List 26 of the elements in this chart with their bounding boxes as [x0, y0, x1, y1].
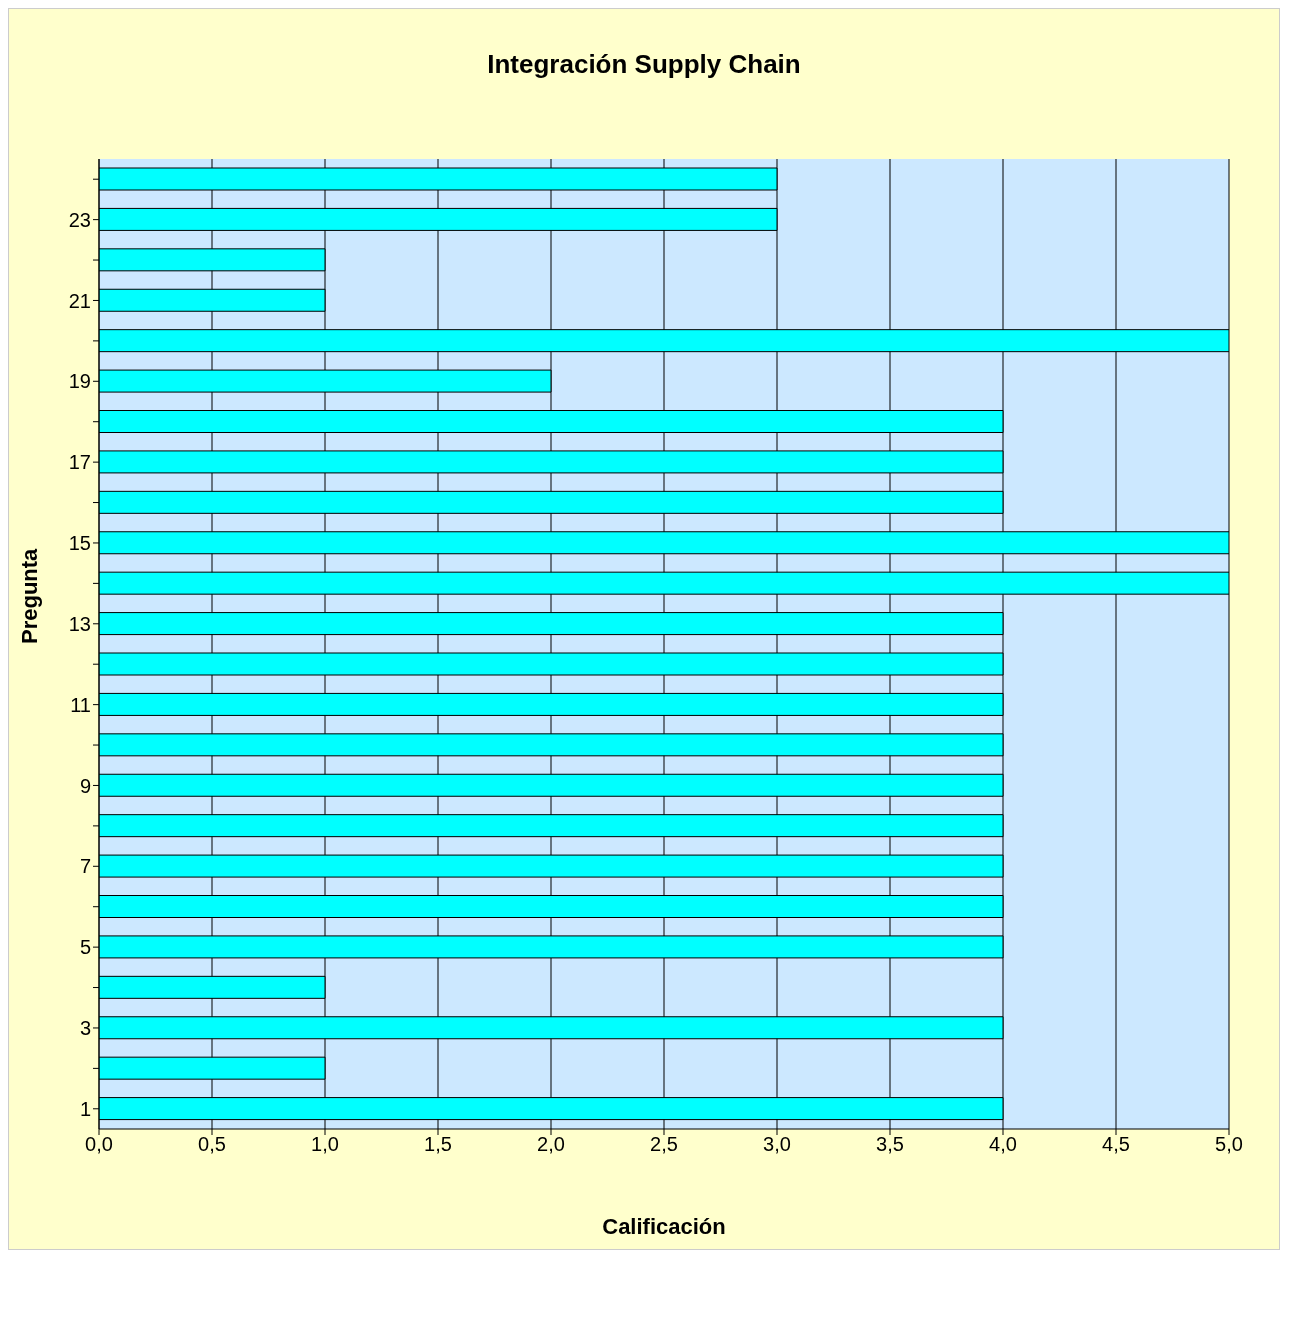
y-tick-label: 15: [68, 532, 91, 555]
y-tick-label: 5: [79, 936, 91, 959]
y-tick-label: 3: [79, 1017, 91, 1040]
x-axis-title: Calificación: [602, 1214, 726, 1239]
x-tick-label: 1,5: [424, 1133, 452, 1156]
y-tick-label: 17: [68, 451, 91, 474]
x-tick-label: 0,5: [198, 1133, 226, 1156]
y-tick-label: 21: [68, 289, 91, 312]
y-axis-title: Pregunta: [16, 547, 42, 644]
x-tick-label: 3,0: [763, 1133, 791, 1156]
y-tick-label: 9: [79, 774, 91, 797]
x-tick-label: 4,5: [1102, 1133, 1130, 1156]
x-tick-label: 4,0: [989, 1133, 1017, 1156]
x-tick-label: 2,5: [650, 1133, 678, 1156]
y-tick-label: 13: [68, 612, 91, 635]
y-tick-label: 7: [79, 855, 91, 878]
x-tick-label: 2,0: [537, 1133, 565, 1156]
y-tick-label: 23: [68, 208, 91, 231]
y-tick-label: 1: [79, 1097, 91, 1120]
x-tick-label: 0,0: [85, 1133, 113, 1156]
x-tick-label: 5,0: [1215, 1133, 1243, 1156]
chart-title: Integración Supply Chain: [486, 48, 802, 81]
y-tick-label: 11: [70, 693, 91, 716]
y-tick-label: 19: [68, 370, 91, 393]
x-tick-label: 3,5: [876, 1133, 904, 1156]
x-tick-label: 1,0: [311, 1133, 339, 1156]
